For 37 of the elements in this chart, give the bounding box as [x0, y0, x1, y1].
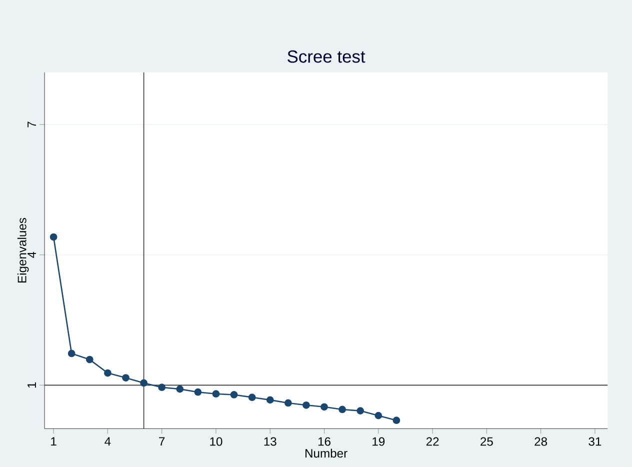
x-tick-label: 10 [210, 437, 222, 446]
point [356, 406, 364, 414]
point [302, 401, 310, 409]
x-tick-label: 25 [480, 437, 493, 446]
x-tick-label: 19 [372, 437, 385, 446]
point [176, 385, 184, 393]
point [248, 393, 256, 401]
point [284, 399, 292, 406]
y-tick-label: 1 [28, 382, 36, 388]
x-axis-title: Number [306, 448, 348, 458]
point [122, 374, 130, 382]
chart-title: Scree test [288, 50, 366, 63]
point [266, 396, 274, 404]
y-tick-label: 7 [28, 122, 36, 128]
x-tick-label: 13 [264, 437, 276, 446]
point [140, 379, 148, 386]
point [320, 403, 328, 410]
point [158, 383, 166, 391]
x-tick-label: 22 [426, 437, 439, 446]
point [86, 356, 94, 364]
point [338, 406, 346, 413]
point [392, 416, 400, 424]
point [212, 390, 220, 398]
x-tick-label: 7 [159, 437, 165, 446]
y-axis-title: Eigenvalues [17, 218, 29, 282]
x-tick-label: 16 [318, 437, 330, 446]
point [374, 412, 382, 420]
x-tick-label: 1 [51, 437, 56, 446]
point [104, 369, 112, 377]
point [50, 233, 58, 241]
x-tick-label: 4 [104, 437, 111, 446]
point [194, 388, 202, 396]
point [68, 350, 76, 357]
point [230, 390, 238, 398]
x-tick-label: 31 [588, 437, 602, 446]
x-tick-label: 28 [534, 437, 548, 446]
y-tick-label: 4 [28, 252, 36, 258]
